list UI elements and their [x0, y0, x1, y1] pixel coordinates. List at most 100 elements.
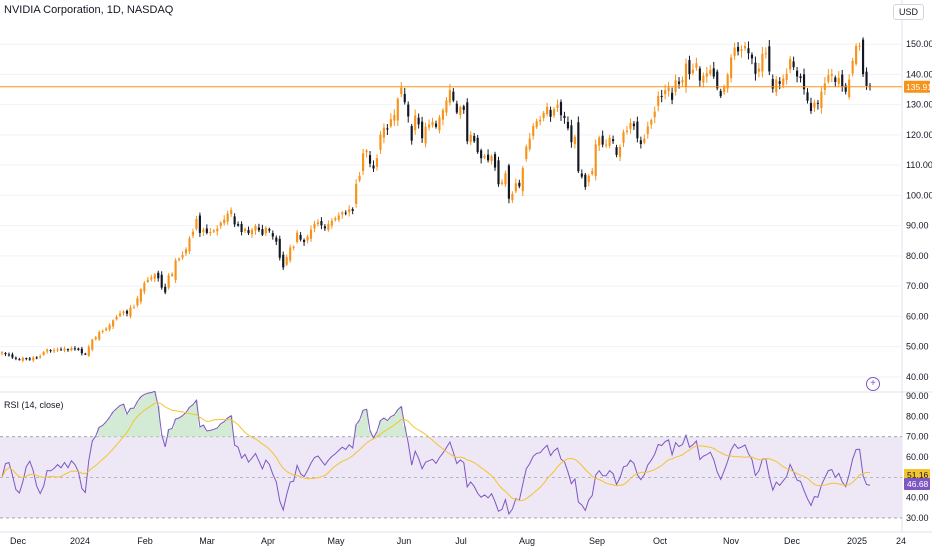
candle-body [63, 348, 66, 351]
time-tick-label: Jul [455, 536, 467, 546]
candle-body [410, 126, 413, 141]
candle-body [750, 54, 754, 59]
candle-body [177, 258, 181, 260]
time-tick-label: Feb [137, 536, 153, 546]
candle-body [268, 229, 271, 231]
candle-body [681, 80, 684, 83]
candle-body [730, 57, 733, 78]
candle-body [709, 69, 712, 74]
candle-body [577, 122, 580, 172]
candle-body [80, 348, 83, 354]
candle-body [452, 91, 455, 101]
candle-body [480, 150, 483, 159]
candle-body [243, 228, 247, 231]
candle-body [0, 352, 4, 354]
candle-body [726, 74, 729, 89]
candle-body [653, 111, 656, 118]
candle-body [389, 119, 392, 127]
candle-body [66, 349, 70, 351]
candle-body [858, 45, 861, 47]
candle-body [362, 153, 365, 172]
candle-body [764, 53, 767, 55]
candle-body [302, 240, 306, 242]
candle-body [789, 59, 792, 70]
candle-body [115, 316, 118, 320]
candle-body [344, 212, 347, 214]
candle-body [403, 93, 406, 103]
candle-body [684, 63, 688, 87]
time-tick-label: Dec [784, 536, 801, 546]
candle-body [754, 62, 757, 74]
candle-body [504, 173, 507, 185]
candle-body [816, 102, 819, 104]
candle-body [167, 275, 170, 288]
candle-body [14, 357, 17, 359]
candle-body [702, 75, 705, 83]
candle-body [757, 68, 760, 72]
rsi-value-tag [904, 478, 930, 491]
candle-body [771, 79, 774, 89]
candle-body [615, 147, 618, 155]
candle-body [844, 85, 847, 92]
candle-body [39, 356, 42, 358]
candle-body [698, 68, 701, 81]
candle-body [834, 77, 837, 82]
rsi-value-label: 51.16 [907, 470, 929, 480]
candle-body [664, 90, 667, 95]
candle-body [198, 215, 201, 233]
candle-body [84, 353, 87, 355]
candle-body [667, 87, 670, 92]
candle-body [153, 274, 156, 279]
price-tick-label: 70.00 [906, 281, 929, 291]
candle-body [393, 114, 396, 121]
candle-body [559, 101, 563, 116]
candle-body [351, 209, 354, 211]
time-tick-label: 24 [896, 536, 906, 546]
chart-title: NVIDIA Corporation, 1D, NASDAQ [4, 4, 174, 16]
rsi-tick-label: 80.00 [906, 411, 929, 421]
candle-body [570, 125, 573, 143]
candle-body [188, 238, 191, 252]
candle-body [125, 310, 129, 314]
candle-body [289, 247, 292, 261]
candle-body [108, 325, 111, 330]
axes: 150.00 140.00 130.00 120.00 110.00 100.00 90.0… [10, 39, 932, 546]
candle-body [181, 254, 184, 258]
candle-body [473, 135, 476, 142]
candle-body [521, 168, 524, 192]
rsi-indicator-label[interactable]: RSI (14, close) [4, 400, 64, 410]
price-tick-label: 150.00 [906, 39, 932, 49]
last-price-label: 135.91 [906, 82, 932, 92]
candle-body [209, 232, 212, 234]
candle-body [427, 124, 431, 128]
candle-body [56, 349, 59, 351]
candle-body [146, 279, 149, 282]
time-tick-label: Sep [589, 536, 605, 546]
time-tick-label: Dec [10, 536, 27, 546]
candle-body [462, 106, 465, 110]
candle-body [94, 337, 97, 340]
candle-body [122, 311, 125, 314]
candle-body [625, 130, 629, 132]
candle-body [396, 98, 399, 121]
candle-body [136, 298, 139, 306]
candle-body [205, 228, 208, 233]
candle-body [375, 158, 379, 167]
candle-body [830, 74, 833, 76]
price-tick-label: 90.00 [906, 221, 929, 231]
candle-body [532, 126, 535, 136]
plus-circle-icon[interactable]: + [866, 377, 880, 391]
candle-body [424, 126, 427, 144]
candle-body [785, 73, 788, 80]
candle-body [278, 238, 281, 258]
candle-body [240, 223, 243, 233]
candle-body [306, 236, 309, 241]
candle-body [230, 209, 233, 215]
candle-body [736, 46, 740, 52]
price-tick-label: 130.00 [906, 100, 932, 110]
rsi-value-tag [904, 468, 930, 481]
candle-body [747, 48, 750, 54]
candle-body [337, 215, 340, 220]
currency-button[interactable]: USD [892, 4, 924, 20]
